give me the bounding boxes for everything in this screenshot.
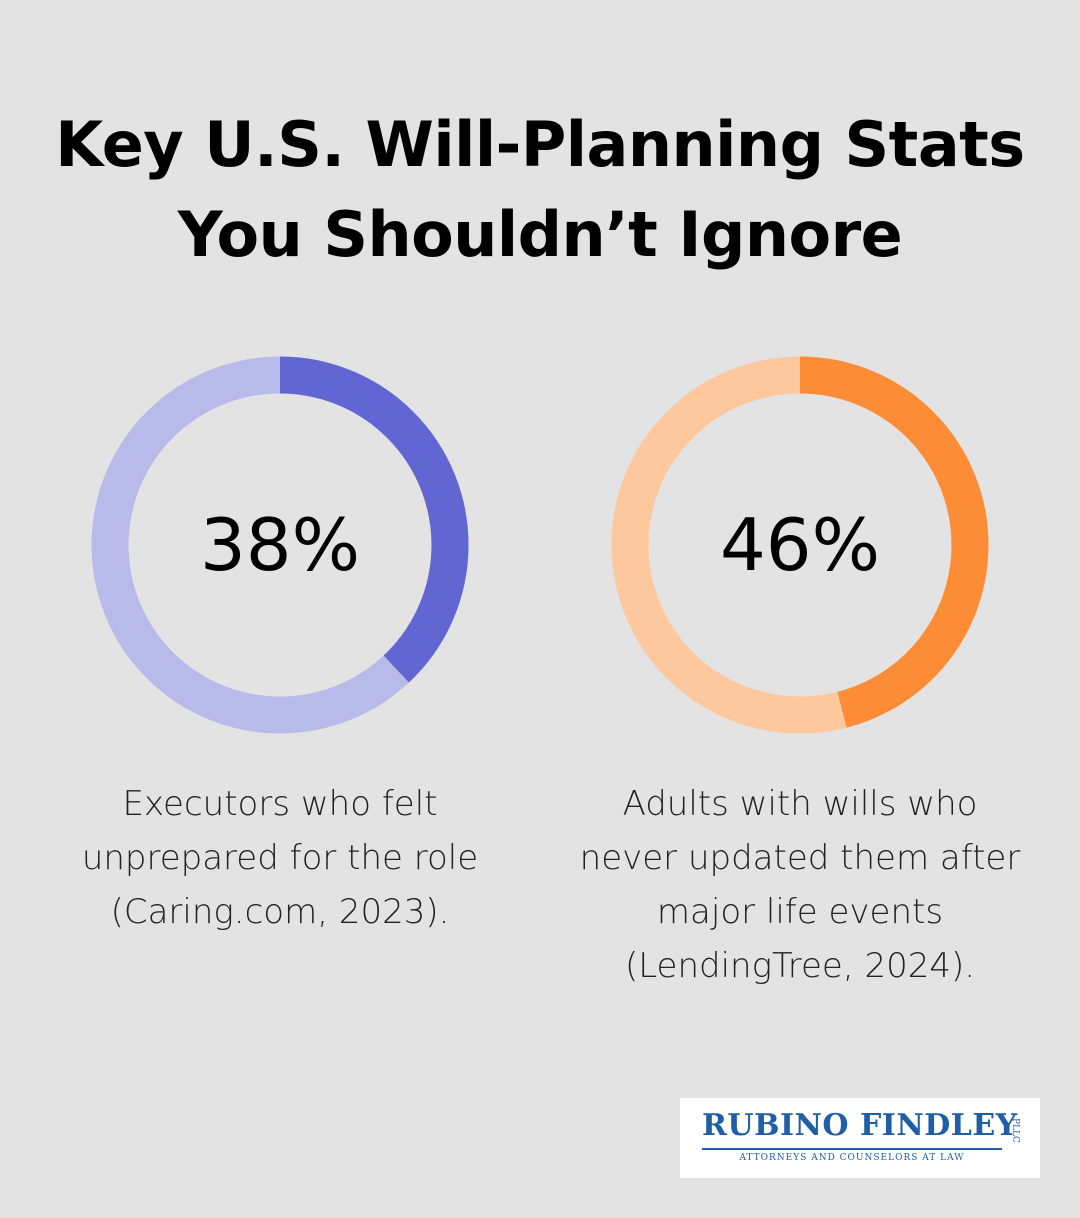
stat-adults-wills: 46% Adults with wills who never updated … [540,355,1060,993]
caption-line: never updated them after [579,838,1021,878]
donut-chart: 38% [90,355,470,735]
percent-label: 38% [199,503,361,587]
donut-chart: 46% [610,355,990,735]
stat-executors: 38% Executors who felt unprepared for th… [20,355,540,939]
caption-line: (LendingTree, 2024). [624,946,976,986]
donut-svg [91,356,469,734]
donut-value-arc [91,356,469,734]
firm-logo: RUBINO FINDLEY ATTORNEYS AND COUNSELORS … [680,1098,1040,1178]
caption-line: Adults with wills who [622,784,978,824]
logo-divider [702,1148,1002,1150]
percent-label: 46% [719,503,881,587]
caption-line: (Caring.com, 2023). [110,892,450,932]
logo-tagline: ATTORNEYS AND COUNSELORS AT LAW [739,1153,965,1163]
logo-suffix: PLLC [1010,1118,1020,1143]
stat-caption: Adults with wills who never updated them… [540,777,1060,993]
caption-line: unprepared for the role [81,838,479,878]
logo-name: RUBINO FINDLEY [702,1108,1018,1143]
title-line-1: Key U.S. Will-Planning Stats [55,108,1025,181]
caption-line: major life events [656,892,944,932]
title-line-2: You Shouldn’t Ignore [177,198,903,271]
donut-svg [611,356,989,734]
page-title: Key U.S. Will-Planning Stats You Shouldn… [0,100,1080,280]
caption-line: Executors who felt [122,784,438,824]
stat-caption: Executors who felt unprepared for the ro… [20,777,540,939]
donut-value-arc [611,356,989,734]
